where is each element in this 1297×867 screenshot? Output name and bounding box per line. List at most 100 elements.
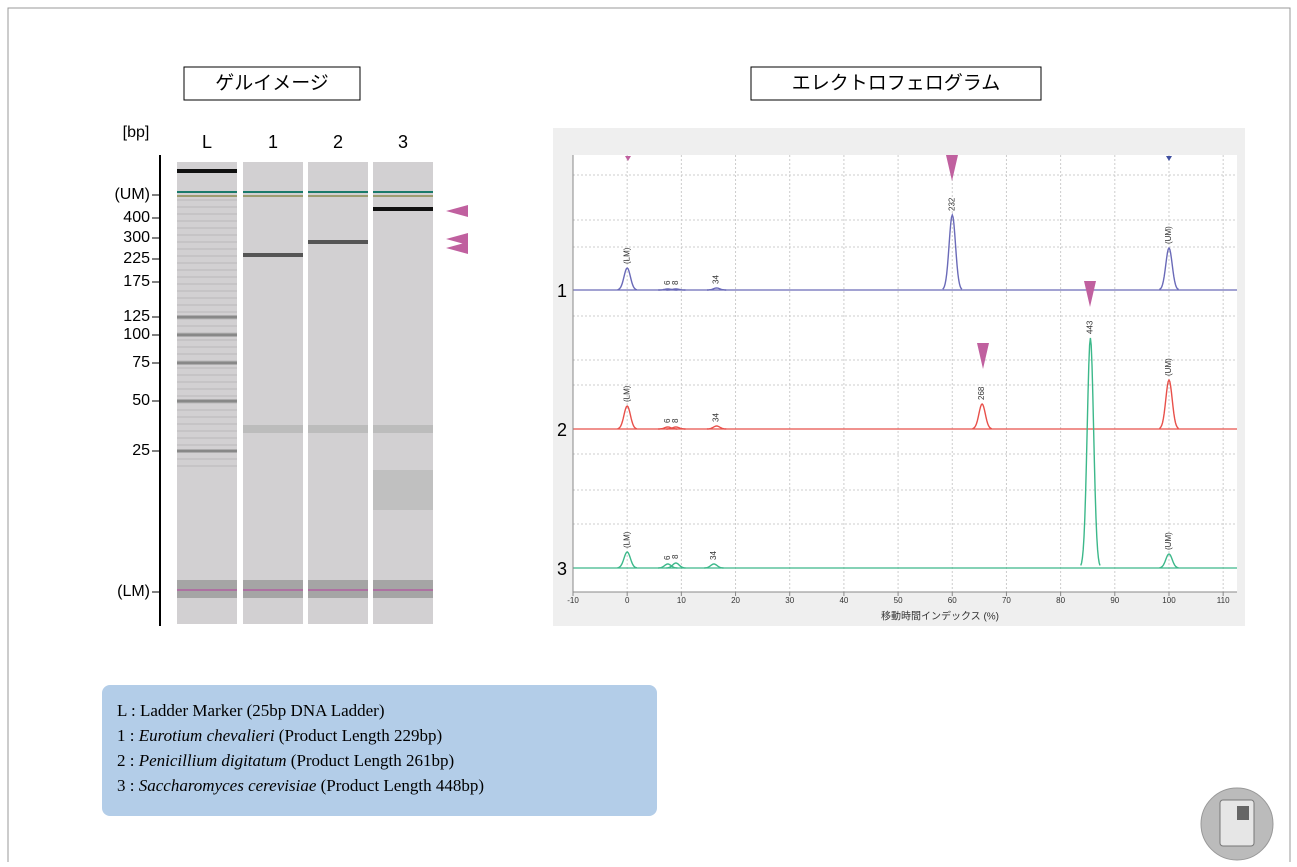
peak-label: (LM) xyxy=(622,247,631,264)
size-label: 125 xyxy=(123,308,150,325)
unit-label: [bp] xyxy=(123,124,150,141)
peak-label: 6 xyxy=(663,418,672,423)
peak xyxy=(707,287,727,291)
legend-box xyxy=(102,685,657,816)
legend-item: 1 : Eurotium chevalieri (Product Length … xyxy=(117,726,442,745)
lane xyxy=(177,162,237,624)
x-tick-label: 50 xyxy=(894,596,903,605)
band xyxy=(373,580,433,598)
peak-label: 6 xyxy=(663,555,672,560)
legend-text: Ladder Marker (25bp DNA Ladder) xyxy=(140,701,385,720)
peak xyxy=(972,403,992,430)
series-label: 2 xyxy=(557,420,567,440)
legend-text: 2 : xyxy=(117,751,134,770)
legend-text: Saccharomyces cerevisiae xyxy=(139,776,317,795)
x-axis-label: 移動時間インデックス (%) xyxy=(881,610,999,623)
plot-area xyxy=(573,155,1237,592)
band xyxy=(243,580,303,598)
band xyxy=(308,580,368,598)
peak-label: (LM) xyxy=(622,385,631,402)
size-label: 75 xyxy=(132,354,150,371)
band xyxy=(177,169,237,173)
peak-label: 443 xyxy=(1086,320,1095,334)
x-tick-label: 10 xyxy=(677,596,686,605)
x-tick-label: 20 xyxy=(731,596,740,605)
x-tick-label: 90 xyxy=(1110,596,1119,605)
series-label: 3 xyxy=(557,559,567,579)
peak xyxy=(666,288,686,291)
peak xyxy=(666,562,686,569)
size-label: 100 xyxy=(123,326,150,343)
band xyxy=(243,253,303,257)
legend-text: 1 : xyxy=(117,726,134,745)
arrow xyxy=(446,233,468,245)
lane-label: L xyxy=(202,132,212,152)
size-label: 400 xyxy=(123,209,150,226)
peak xyxy=(1158,378,1180,430)
legend-text: (Product Length 448bp) xyxy=(321,776,484,795)
band xyxy=(243,425,303,433)
size-label: 300 xyxy=(123,229,150,246)
peak-label: 8 xyxy=(671,280,680,285)
peak xyxy=(666,426,686,430)
peak-label: 6 xyxy=(663,280,672,285)
peak xyxy=(617,551,637,569)
legend-item: 2 : Penicillium digitatum (Product Lengt… xyxy=(117,751,454,770)
size-label: (UM) xyxy=(114,186,150,203)
peak-label: (LM) xyxy=(622,531,631,548)
x-tick-label: 30 xyxy=(785,596,794,605)
legend-item: 3 : Saccharomyces cerevisiae (Product Le… xyxy=(117,776,484,795)
x-tick-label: 40 xyxy=(839,596,848,605)
band xyxy=(373,207,433,211)
peak xyxy=(617,267,638,291)
arrow xyxy=(946,155,958,181)
ep-title: エレクトロフェログラム xyxy=(792,72,1000,94)
size-label: (LM) xyxy=(117,583,150,600)
arrow xyxy=(977,343,989,369)
peak-label: 34 xyxy=(712,413,721,422)
series-label: 1 xyxy=(557,281,567,301)
peak-label: (UM) xyxy=(1164,358,1173,376)
x-tick-label: 110 xyxy=(1217,596,1230,605)
lane xyxy=(243,162,303,624)
peak-label: 268 xyxy=(977,386,986,400)
band xyxy=(308,425,368,433)
size-label: 25 xyxy=(132,442,150,459)
peak-label: (UM) xyxy=(1164,532,1173,550)
lane xyxy=(373,162,433,624)
icon xyxy=(1237,806,1249,820)
peak xyxy=(942,212,963,290)
arrow xyxy=(446,205,468,217)
legend-text: (Product Length 261bp) xyxy=(291,751,454,770)
peak xyxy=(704,563,724,569)
title-box xyxy=(183,66,361,101)
peak-label: 34 xyxy=(709,551,718,560)
peak xyxy=(1159,246,1179,291)
band xyxy=(373,425,433,433)
arrow xyxy=(1166,156,1172,161)
lane xyxy=(308,162,368,624)
peak-label: (UM) xyxy=(1164,226,1173,244)
peak-label: 8 xyxy=(671,554,680,559)
band xyxy=(308,240,368,244)
arrow xyxy=(1084,281,1096,307)
lane-label: 3 xyxy=(398,132,408,152)
x-tick-label: 80 xyxy=(1056,596,1065,605)
x-tick-label: 100 xyxy=(1162,596,1176,605)
peak xyxy=(1080,337,1101,566)
legend-text: L : xyxy=(117,701,136,720)
x-tick-label: -10 xyxy=(567,596,579,605)
peak xyxy=(658,426,678,430)
legend-item: L : Ladder Marker (25bp DNA Ladder) xyxy=(117,701,385,720)
peak xyxy=(617,405,637,430)
lane-label: 1 xyxy=(268,132,278,152)
legend-text: (Product Length 229bp) xyxy=(279,726,442,745)
title-box xyxy=(750,66,1042,101)
arrow xyxy=(446,242,468,254)
peak xyxy=(658,563,678,569)
legend-text: 3 : xyxy=(117,776,134,795)
arrow xyxy=(625,156,631,161)
legend-text: Penicillium digitatum xyxy=(138,751,287,770)
